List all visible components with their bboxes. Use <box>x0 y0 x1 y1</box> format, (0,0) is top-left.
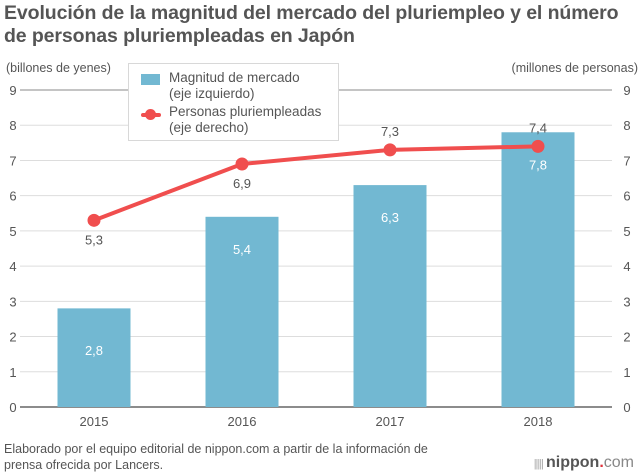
y-left-tick-label: 6 <box>9 189 16 204</box>
line-value-label: 5,3 <box>85 232 103 247</box>
line-value-label: 7,3 <box>381 124 399 139</box>
y-left-tick-label: 7 <box>9 153 16 168</box>
line-series: 5,3 6,9 7,3 7,4 <box>85 120 547 247</box>
chart-title: Evolución de la magnitud del mercado del… <box>4 2 619 47</box>
x-tick-label: 2018 <box>524 414 553 429</box>
y-right-tick-label: 8 <box>623 118 630 133</box>
right-axis-label: (millones de personas) <box>511 61 638 75</box>
x-tick-label: 2015 <box>80 414 109 429</box>
line-value-label: 7,4 <box>529 120 547 135</box>
line-point <box>383 143 397 157</box>
legend-market-line1: Magnitud de mercado <box>169 70 300 85</box>
y-right-tick-label: 9 <box>623 83 630 98</box>
nippon-logo: ||||| nippon.com <box>534 454 634 472</box>
legend-dot-marker <box>145 109 156 120</box>
y-right-tick-label: 7 <box>623 153 630 168</box>
x-tick-label: 2017 <box>376 414 405 429</box>
bar-value-label: 6,3 <box>381 210 399 225</box>
bars: 2,8 5,4 6,3 7,8 <box>57 132 575 407</box>
logo-dot: . <box>599 454 604 471</box>
logo-bars-icon: ||||| <box>533 458 544 470</box>
y-left-tick-label: 1 <box>9 365 16 380</box>
bar-value-label: 7,8 <box>529 157 547 172</box>
legend: Magnitud de mercado (eje izquierdo) Pers… <box>128 63 339 141</box>
y-left-tick-label: 2 <box>9 330 16 345</box>
y-right-tick-label: 5 <box>623 224 630 239</box>
bar <box>353 185 427 407</box>
legend-persons-line2: (eje derecho) <box>169 120 249 135</box>
line-path <box>92 144 540 223</box>
source-line-1: Elaborado por el equipo editorial de nip… <box>4 442 428 456</box>
x-tick-label: 2016 <box>228 414 257 429</box>
logo-name: nippon <box>546 454 600 471</box>
y-left-tick-label: 0 <box>9 400 16 415</box>
y-left-tick-label: 5 <box>9 224 16 239</box>
bar <box>205 216 279 407</box>
logo-com: com <box>603 454 634 471</box>
line-point <box>87 213 101 227</box>
line-point <box>531 139 545 153</box>
y-tick-labels: 0 0 1 1 2 2 3 3 4 4 5 5 6 6 7 7 8 8 9 9 <box>9 83 630 415</box>
y-right-tick-label: 0 <box>623 400 630 415</box>
legend-bar-swatch <box>141 74 160 85</box>
bar <box>57 308 131 407</box>
y-right-tick-label: 1 <box>623 365 630 380</box>
x-tick-labels: 2015 2016 2017 2018 <box>80 414 553 429</box>
bar-value-label: 2,8 <box>85 343 103 358</box>
legend-persons-line1: Personas pluriempleadas <box>169 104 322 119</box>
bar-value-label: 5,4 <box>233 242 251 257</box>
y-left-tick-label: 4 <box>9 259 16 274</box>
left-axis-label: (billones de yenes) <box>6 61 111 75</box>
source-line-2: prensa ofrecida por Lancers. <box>4 458 164 472</box>
y-left-tick-label: 3 <box>9 294 16 309</box>
y-right-tick-label: 4 <box>623 259 630 274</box>
line-value-label: 6,9 <box>233 176 251 191</box>
legend-market-line2: (eje izquierdo) <box>169 86 255 101</box>
y-left-tick-label: 8 <box>9 118 16 133</box>
y-left-tick-label: 9 <box>9 83 16 98</box>
bar <box>501 132 575 407</box>
line-point <box>235 157 249 171</box>
y-right-tick-label: 6 <box>623 189 630 204</box>
y-right-tick-label: 3 <box>623 294 630 309</box>
source-note: Elaborado por el equipo editorial de nip… <box>4 441 428 473</box>
y-right-tick-label: 2 <box>623 330 630 345</box>
